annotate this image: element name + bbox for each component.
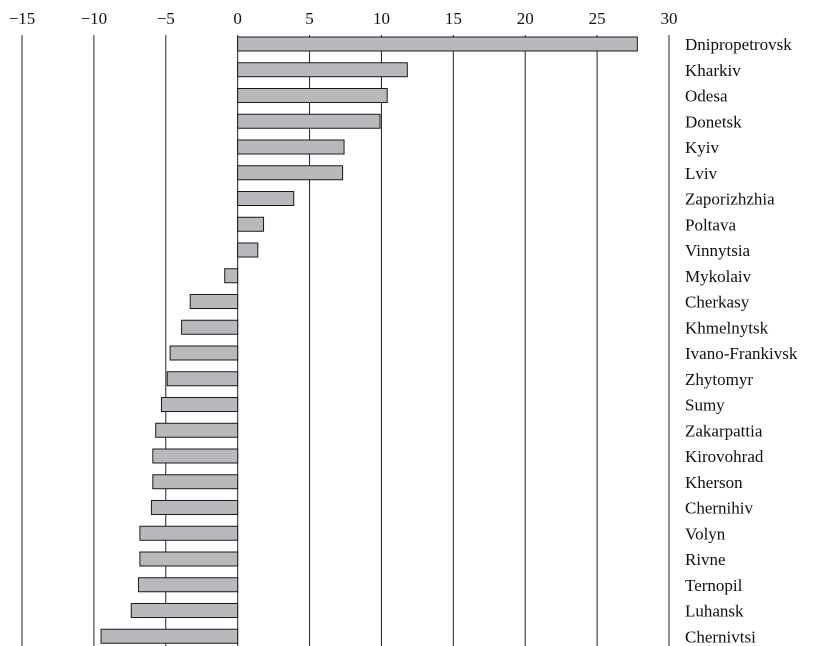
x-tick-label: 15 (445, 9, 462, 28)
category-label: Kherson (685, 473, 743, 492)
category-label: Ivano-Frankivsk (685, 344, 798, 363)
x-tick-label: −5 (157, 9, 175, 28)
bar (237, 88, 388, 103)
bar (237, 165, 344, 181)
category-label: Volyn (685, 524, 726, 543)
category-label: Luhansk (685, 602, 744, 621)
x-tick-label: −15 (9, 9, 36, 28)
category-label: Zakarpattia (685, 421, 763, 440)
category-label: Zaporizhzhia (685, 190, 775, 209)
bar (150, 500, 239, 515)
bar (137, 577, 239, 593)
bars (100, 36, 638, 644)
bar (166, 371, 239, 387)
bar (155, 422, 239, 438)
x-tick-label: 30 (661, 9, 678, 28)
bar (100, 628, 239, 644)
category-label: Khmelnytsk (685, 318, 769, 337)
bar (169, 345, 239, 361)
bar (237, 191, 295, 206)
category-label: Lviv (685, 164, 718, 183)
bar (237, 139, 345, 155)
region-labels: Dnipropetrovsk Kharkiv Odesa Donetsk Kyiv Lvi… (685, 35, 798, 646)
category-label: Donetsk (685, 112, 742, 131)
bar (152, 448, 239, 464)
bar (160, 397, 239, 412)
bar (224, 268, 239, 284)
category-label: Zhytomyr (685, 370, 753, 389)
bar (152, 474, 239, 490)
category-label: Kyiv (685, 138, 720, 157)
x-tick-label: 10 (373, 9, 390, 28)
category-label: Rivne (685, 550, 726, 569)
x-tick-labels: −15 −10 −5 0 5 10 15 20 25 30 (9, 9, 678, 28)
grid-layer (21, 35, 670, 646)
category-label: Odesa (685, 87, 728, 106)
category-label: Chernihiv (685, 499, 753, 518)
bar (237, 36, 638, 52)
category-label: Ternopil (685, 576, 743, 595)
category-label: Dnipropetrovsk (685, 35, 792, 54)
bar (139, 525, 239, 541)
x-tick-label: 5 (305, 9, 314, 28)
category-label: Vinnytsia (685, 241, 751, 260)
bar (130, 603, 239, 618)
category-label: Kirovohrad (685, 447, 764, 466)
x-tick-label: 0 (233, 9, 242, 28)
category-label: Chernivtsi (685, 627, 756, 646)
category-label: Sumy (685, 396, 725, 415)
x-tick-label: 25 (589, 9, 606, 28)
bar (189, 294, 239, 309)
category-label: Mykolaiv (685, 267, 752, 286)
bar (237, 113, 381, 129)
category-label: Poltava (685, 215, 736, 234)
x-tick-label: 20 (517, 9, 534, 28)
x-tick-label: −10 (81, 9, 108, 28)
bar (237, 216, 265, 232)
bar (139, 551, 239, 567)
bar (237, 242, 259, 258)
category-label: Kharkiv (685, 61, 741, 80)
bar (181, 319, 239, 335)
bar (237, 62, 408, 78)
category-label: Cherkasy (685, 293, 750, 312)
